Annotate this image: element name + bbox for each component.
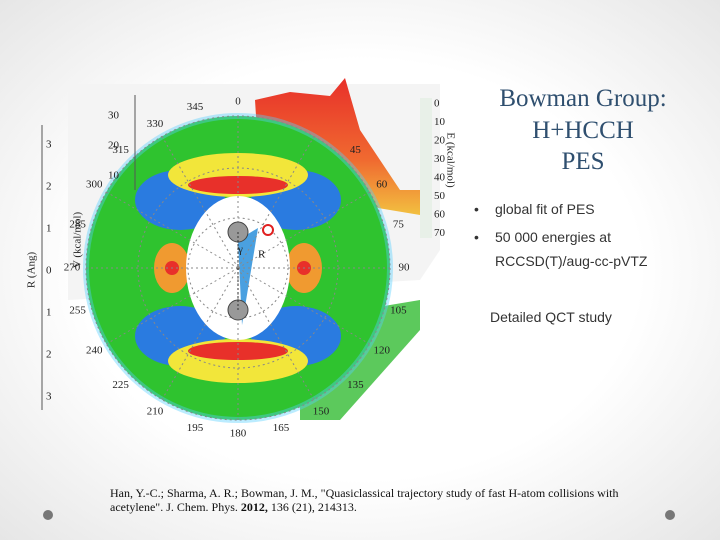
angle-label: 45 <box>350 144 362 156</box>
r-tick-label: 0 <box>46 265 52 277</box>
citation: acetylene". J. Chem. Phys. 2012, 136 (21… <box>110 500 357 515</box>
angle-label: 285 <box>69 219 86 231</box>
decor-dot <box>43 510 53 520</box>
angle-label: 315 <box>112 144 129 156</box>
angle-label: 0 <box>235 96 241 108</box>
bullet-marker: • <box>474 229 479 245</box>
contours <box>135 153 341 383</box>
angle-label: 180 <box>230 428 247 440</box>
inner-label: R <box>258 249 266 261</box>
r-tick-label: 3 <box>46 391 52 403</box>
title: H+HCCH <box>532 117 634 144</box>
r-tick-label: 3 <box>46 139 52 151</box>
colorbar-label: 0 <box>434 98 440 110</box>
angle-label: 240 <box>86 345 103 357</box>
r-tick-label: 2 <box>46 181 52 193</box>
colorbar-label: 30 <box>434 153 446 165</box>
e-axis-label: E (kcal/mol) <box>444 132 456 188</box>
angle-label: 300 <box>86 179 103 191</box>
colorbar-label: 50 <box>434 190 446 202</box>
citation: Han, Y.-C.; Sharma, A. R.; Bowman, J. M.… <box>110 486 619 500</box>
colorbar-label: 20 <box>434 135 446 147</box>
r-tick-label: 1 <box>46 307 52 319</box>
bullet: global fit of PES <box>495 201 595 217</box>
bullet-marker: • <box>474 201 479 217</box>
colorbar-label: 10 <box>434 116 446 128</box>
colorbar-label: 70 <box>434 227 446 239</box>
angle-label: 120 <box>374 345 391 357</box>
angle-label: 210 <box>147 405 164 417</box>
bullet: RCCSD(T)/aug-cc-pVTZ <box>495 253 648 269</box>
r-tick-label: 1 <box>46 223 52 235</box>
v-axis-label: V (kcal/mol) <box>72 212 84 269</box>
colorbar <box>420 98 432 238</box>
inner-label: γ <box>237 244 243 256</box>
polar-grid <box>85 115 391 421</box>
bullet: 50 000 energies at <box>495 229 611 245</box>
citation-part: 136 (21), 214313. <box>267 500 357 514</box>
angle-label: 165 <box>273 422 290 434</box>
angle-label: 255 <box>69 304 86 316</box>
r-tick-label: 2 <box>46 349 52 361</box>
angle-label: 345 <box>187 101 204 113</box>
title: PES <box>561 148 605 175</box>
title: Bowman Group: <box>499 85 667 112</box>
angle-label: 60 <box>376 179 388 191</box>
angle-label: 330 <box>147 118 164 130</box>
v-tick-label: 30 <box>108 110 120 122</box>
angle-label: 105 <box>390 304 407 316</box>
note: Detailed QCT study <box>490 309 612 325</box>
pes-figure: γ R R (Ang) V (kcal/mol) E (kcal/mol) 0 4… <box>26 78 456 440</box>
v-tick-label: 20 <box>108 140 120 152</box>
colorbar-label: 40 <box>434 172 446 184</box>
atom-h <box>262 224 274 236</box>
decor-dot <box>665 510 675 520</box>
r-axis-label: R (Ang) <box>26 251 38 288</box>
colorbar-label: 60 <box>434 209 446 221</box>
citation-year: 2012, <box>240 500 268 514</box>
citation-part: acetylene". J. Chem. Phys. <box>110 500 241 514</box>
angle-label: 270 <box>64 262 81 274</box>
angle-label: 75 <box>393 219 405 231</box>
angle-label: 90 <box>399 262 411 274</box>
angle-label: 135 <box>347 379 364 391</box>
v-tick-label: 10 <box>108 170 120 182</box>
angle-label: 225 <box>112 379 129 391</box>
angle-label: 195 <box>187 422 204 434</box>
angle-label: 150 <box>313 405 330 417</box>
